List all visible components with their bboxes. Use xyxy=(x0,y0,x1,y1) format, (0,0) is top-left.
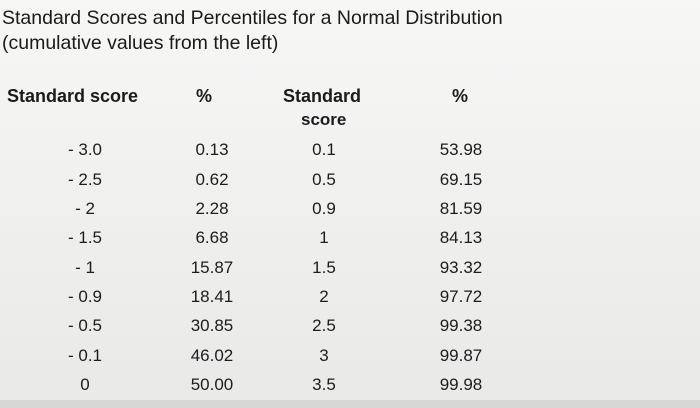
table-row-right-3-pct: 81.59 xyxy=(439,199,483,218)
table-row-left-2-score: - 2.5 xyxy=(67,170,103,189)
table-row-right-1-score: 0.1 xyxy=(312,140,336,159)
table-row-left-4-score: - 1.5 xyxy=(67,228,103,247)
table-row-left-5-pct: 15.87 xyxy=(190,258,234,277)
table-row-left-4-pct: 6.68 xyxy=(195,228,229,247)
table-row-right-3-score: 0.9 xyxy=(312,199,336,218)
table-row-right-7-score: 2.5 xyxy=(312,316,336,335)
header-standard-score: Standard score xyxy=(7,86,139,106)
table-row-left-1-score: - 3.0 xyxy=(67,140,103,159)
page-title: Standard Scores and Percentiles for a No… xyxy=(2,6,503,56)
title-line-1: Standard Scores and Percentiles for a No… xyxy=(2,7,503,29)
table-row-left-2-pct: 0.62 xyxy=(195,170,229,189)
table-row-left-7-pct: 30.85 xyxy=(190,316,234,335)
table-row-right-6-score: 2 xyxy=(319,287,329,306)
table-row-left-1-pct: 0.13 xyxy=(195,140,229,159)
table-row-right-7-pct: 99.38 xyxy=(439,316,483,335)
table-row-left-3-pct: 2.28 xyxy=(195,199,229,218)
header-score-right: score xyxy=(301,110,347,129)
table-row-left-6-pct: 18.41 xyxy=(190,287,234,306)
table-row-left-5-score: - 1 xyxy=(75,258,95,277)
table-row-right-9-score: 3.5 xyxy=(312,375,336,394)
table-row-left-8-score: - 0.1 xyxy=(67,346,103,365)
table-row-right-4-score: 1 xyxy=(319,228,329,247)
header-percent-right: % xyxy=(452,86,469,106)
table-row-left-3-score: - 2 xyxy=(75,199,95,218)
table-row-right-6-pct: 97.72 xyxy=(439,287,483,306)
table-row-left-9-score: 0 xyxy=(80,375,90,394)
table-row-right-2-pct: 69.15 xyxy=(439,170,483,189)
table-row-left-6-score: - 0.9 xyxy=(67,287,103,306)
table-row-left-7-score: - 0.5 xyxy=(67,316,103,335)
table-row-right-9-pct: 99.98 xyxy=(439,375,483,394)
table-row-right-1-pct: 53.98 xyxy=(439,140,483,159)
table-row-right-8-score: 3 xyxy=(319,346,329,365)
header-percent-left: % xyxy=(196,86,213,106)
table-row-left-9-pct: 50.00 xyxy=(190,375,234,394)
table-row-right-4-pct: 84.13 xyxy=(439,228,483,247)
table-row-right-5-pct: 93.32 xyxy=(439,258,483,277)
table-row-right-8-pct: 99.87 xyxy=(439,346,483,365)
table-row-right-2-score: 0.5 xyxy=(312,170,336,189)
header-standard-right: Standard xyxy=(283,86,362,106)
title-line-2: (cumulative values from the left) xyxy=(2,32,279,54)
table-row-left-8-pct: 46.02 xyxy=(190,346,234,365)
table-row-right-5-score: 1.5 xyxy=(312,258,336,277)
bottom-edge xyxy=(0,400,700,408)
